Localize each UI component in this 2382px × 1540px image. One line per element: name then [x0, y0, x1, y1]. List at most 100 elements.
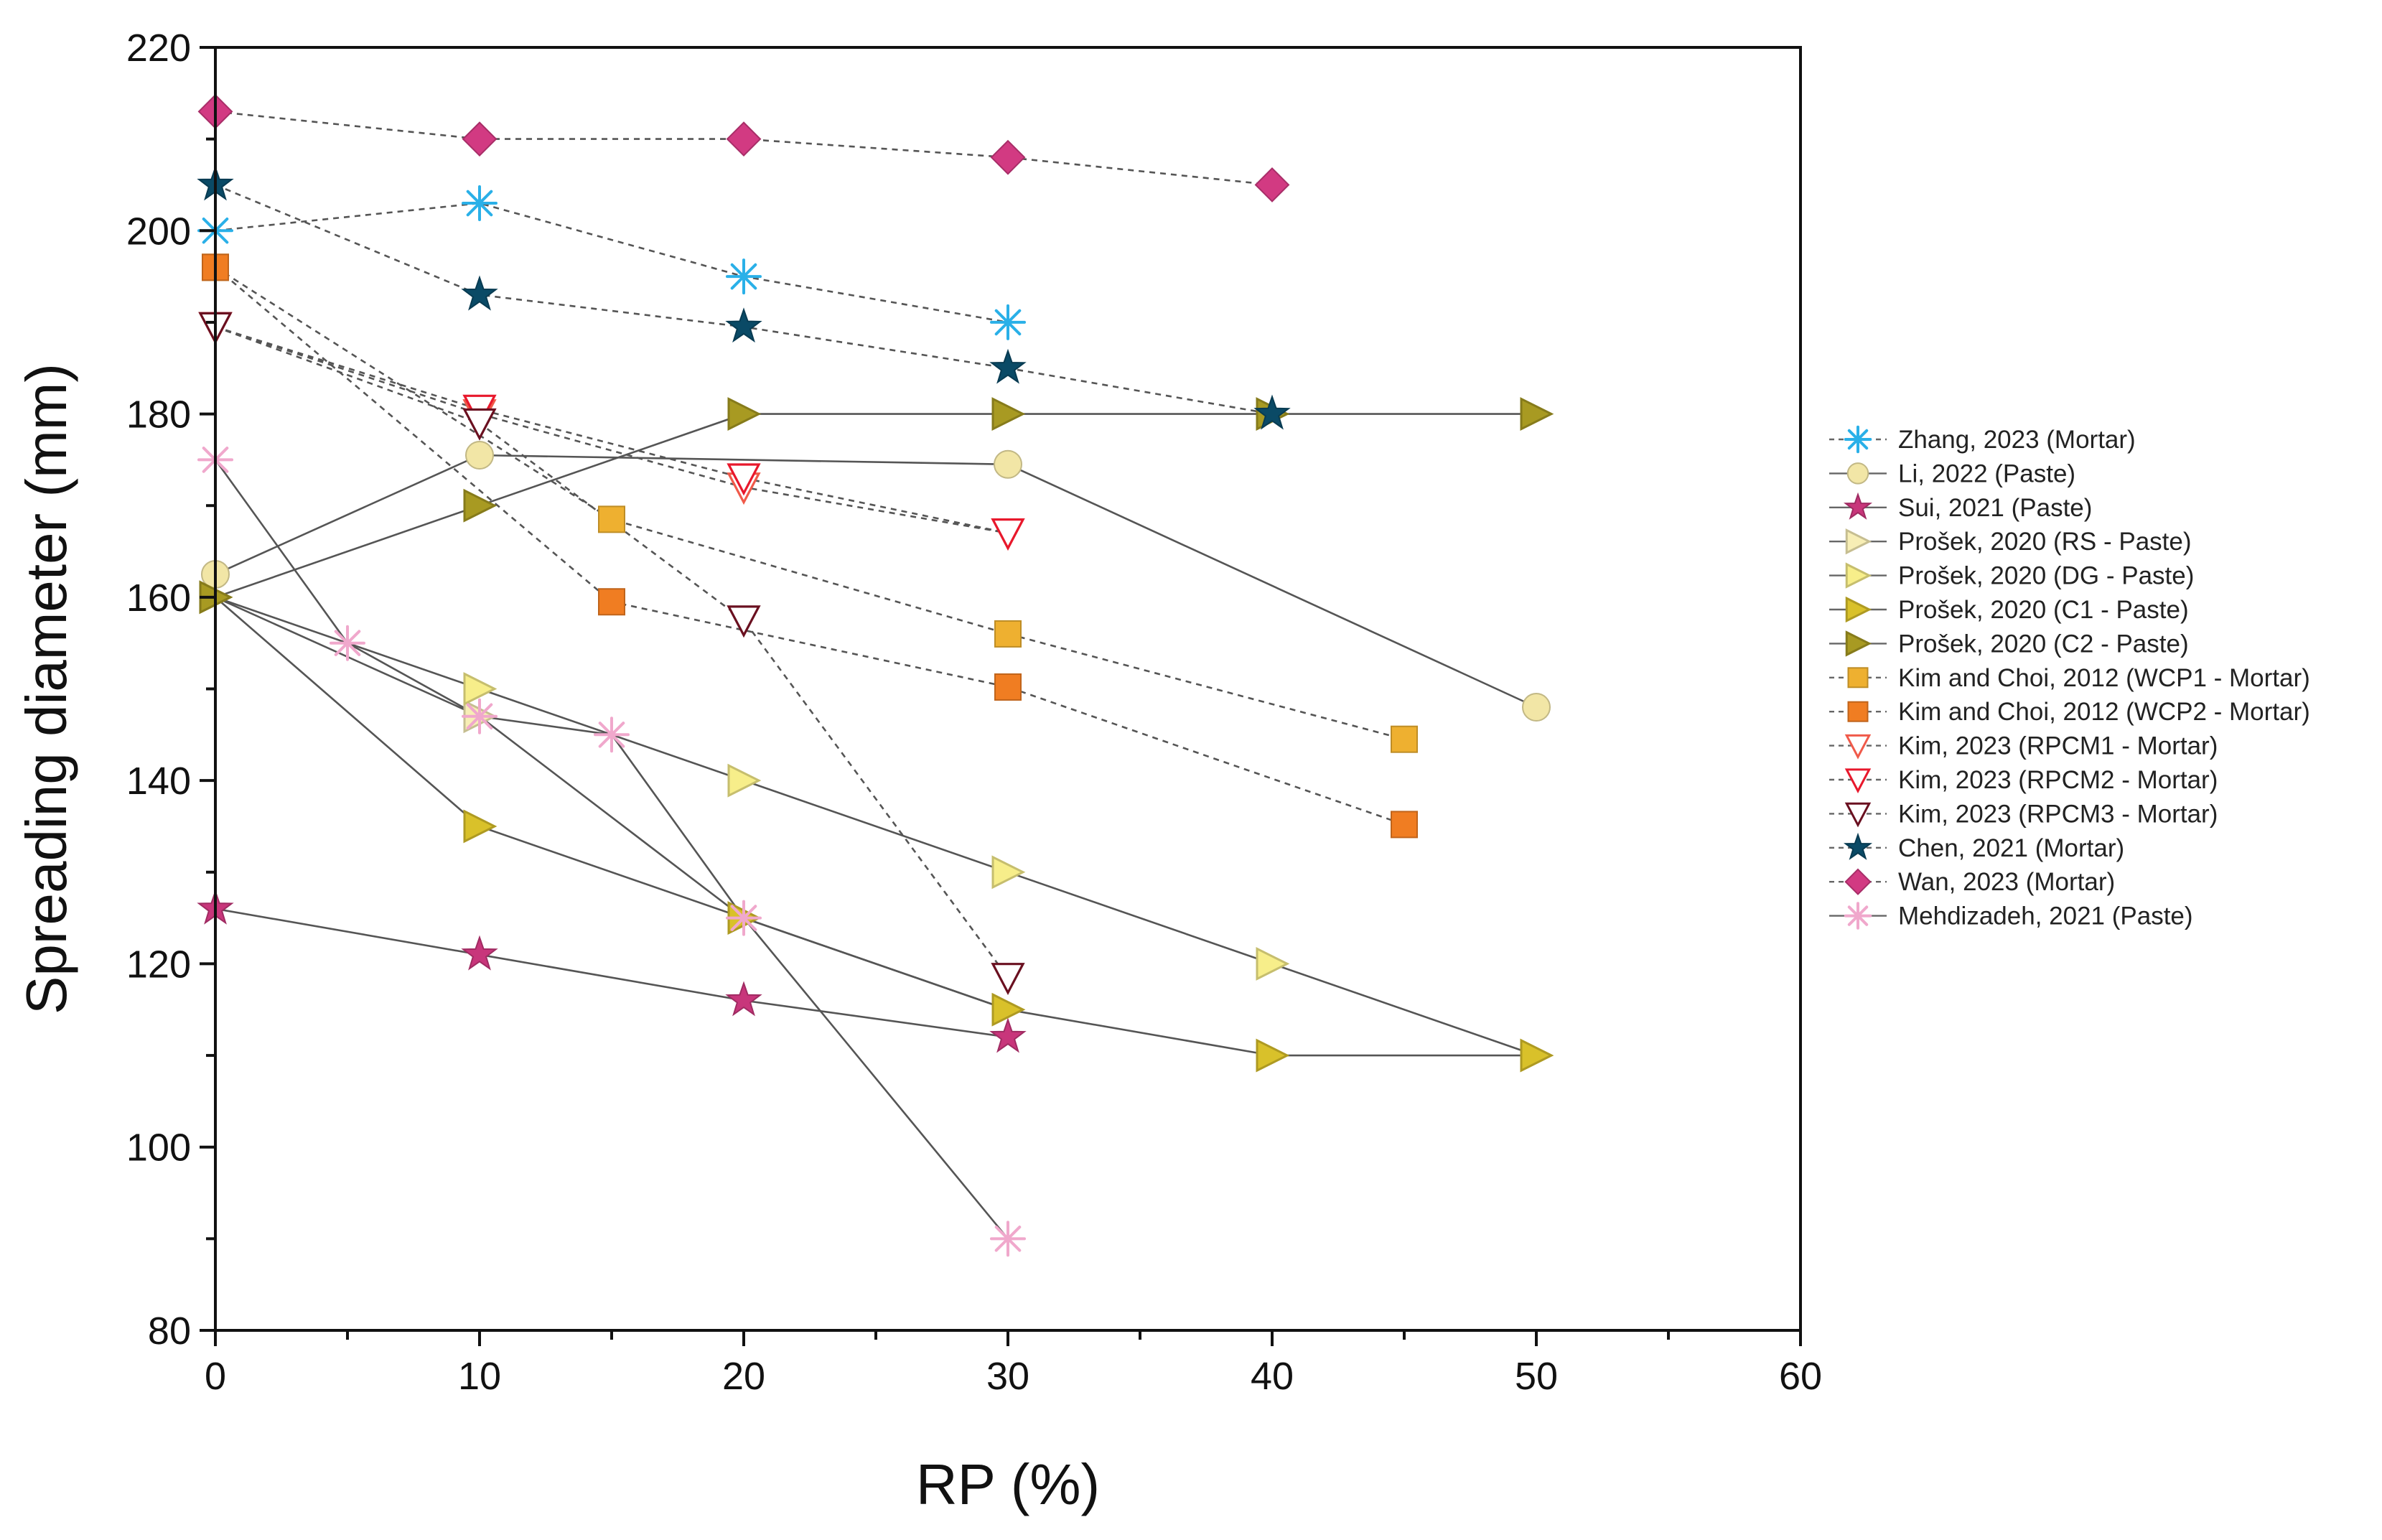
series-15-point — [594, 717, 630, 753]
legend-item: Chen, 2021 (Mortar) — [1829, 832, 2124, 862]
legend-label: Wan, 2023 (Mortar) — [1898, 868, 2115, 896]
series-7-point — [991, 397, 1026, 431]
series-6-line — [215, 596, 1536, 1057]
legend-label: Prošek, 2020 (RS - Paste) — [1898, 528, 2192, 556]
axes: 0 10 20 30 40 50 60 80 100 120 140 160 180 200 220 — [126, 27, 1822, 1398]
legend-item: Kim, 2023 (RPCM3 - Mortar) — [1829, 800, 2218, 828]
x-tick-label: 10 — [458, 1355, 501, 1398]
series-15-point — [726, 900, 762, 936]
y-tick-label: 140 — [126, 760, 191, 803]
x-tick-label: 50 — [1515, 1355, 1558, 1398]
series-7-line — [215, 413, 1536, 599]
legend-item: Prošek, 2020 (C1 - Paste) — [1829, 596, 2189, 624]
legend-label: Kim, 2023 (RPCM3 - Mortar) — [1898, 800, 2218, 828]
series-7-point — [1520, 397, 1554, 431]
series-5-point — [727, 763, 762, 798]
legend-label: Kim, 2023 (RPCM2 - Mortar) — [1898, 766, 2218, 794]
legend-item: Zhang, 2023 (Mortar) — [1829, 425, 2136, 454]
series-11-line — [215, 326, 1009, 534]
series-6-point — [463, 809, 498, 844]
legend-marker — [1845, 528, 1872, 555]
legend-label: Prošek, 2020 (DG - Paste) — [1898, 562, 2194, 590]
series-7-point — [727, 397, 762, 431]
legend-label: Mehdizadeh, 2021 (Paste) — [1898, 902, 2193, 930]
legend-item: Sui, 2021 (Paste) — [1829, 492, 2092, 522]
legend-item: Kim, 2023 (RPCM1 - Mortar) — [1829, 732, 2218, 760]
series-15-point — [330, 625, 365, 661]
series-6-point — [991, 992, 1026, 1027]
y-tick-label: 80 — [148, 1310, 191, 1353]
series-11-point — [727, 463, 761, 496]
series-13-point — [461, 275, 498, 311]
series-14-point — [462, 121, 498, 157]
legend-marker — [1845, 630, 1872, 657]
x-tick-label: 20 — [722, 1355, 765, 1398]
series-15-point — [462, 698, 498, 734]
legend-label: Kim and Choi, 2012 (WCP1 - Mortar) — [1898, 664, 2310, 692]
x-tick-label: 0 — [205, 1355, 226, 1398]
series-13-point — [989, 348, 1027, 384]
legend-item: Prošek, 2020 (C2 - Paste) — [1829, 630, 2189, 658]
series-14-point — [726, 121, 762, 157]
x-axis-title: RP (%) — [916, 1452, 1100, 1516]
legend-marker — [1844, 425, 1872, 454]
x-tick-label: 40 — [1251, 1355, 1294, 1398]
legend-label: Prošek, 2020 (C2 - Paste) — [1898, 630, 2189, 658]
series-2-point — [465, 441, 494, 470]
series-5-point — [1256, 947, 1290, 981]
legend-item: Li, 2022 (Paste) — [1829, 459, 2075, 487]
series-3-point — [725, 981, 762, 1017]
legend-label: Kim, 2023 (RPCM1 - Mortar) — [1898, 732, 2218, 760]
series-6-point — [1520, 1038, 1554, 1073]
series-15-point — [990, 1221, 1026, 1257]
legend: Zhang, 2023 (Mortar) Li, 2022 (Paste) Sui,… — [1829, 425, 2310, 930]
y-tick-label: 180 — [126, 393, 191, 437]
series-3-point — [461, 935, 498, 971]
series-2-point — [994, 449, 1022, 479]
legend-item: Mehdizadeh, 2021 (Paste) — [1829, 902, 2193, 930]
series-8-point — [1391, 725, 1418, 753]
series-13-point — [725, 307, 762, 343]
series-7-point — [463, 488, 498, 523]
series-11-point — [991, 518, 1025, 551]
legend-label: Zhang, 2023 (Mortar) — [1898, 426, 2136, 454]
series-1-line — [215, 202, 1009, 324]
y-tick-label: 100 — [126, 1126, 191, 1170]
legend-marker — [1844, 768, 1872, 793]
series-12-point — [462, 408, 497, 441]
legend-item: Prošek, 2020 (RS - Paste) — [1829, 528, 2192, 556]
series-1-point — [990, 304, 1026, 340]
y-tick-label: 200 — [126, 210, 191, 253]
series-2-line — [215, 454, 1537, 709]
legend-label: Prošek, 2020 (C1 - Paste) — [1898, 596, 2189, 624]
legend-label: Kim and Choi, 2012 (WCP2 - Mortar) — [1898, 698, 2310, 726]
series-15-line — [214, 459, 1009, 1240]
legend-item: Kim, 2023 (RPCM2 - Mortar) — [1829, 766, 2218, 794]
legend-label: Li, 2022 (Paste) — [1898, 459, 2075, 487]
legend-marker — [1843, 492, 1873, 520]
series-5-point — [991, 855, 1026, 890]
y-tick-label: 220 — [126, 27, 191, 70]
series-2-points — [201, 441, 1551, 722]
series-9-line — [215, 266, 1405, 826]
legend-marker — [1847, 701, 1869, 722]
series-3-point — [989, 1017, 1027, 1053]
series-14-point — [990, 139, 1026, 175]
legend-marker — [1844, 868, 1872, 895]
legend-marker — [1846, 462, 1869, 485]
legend-item: Wan, 2023 (Mortar) — [1829, 868, 2115, 896]
series-9-points — [202, 253, 1418, 839]
legend-item: Kim and Choi, 2012 (WCP1 - Mortar) — [1829, 664, 2310, 692]
legend-label: Chen, 2021 (Mortar) — [1898, 834, 2124, 862]
legend-label: Sui, 2021 (Paste) — [1898, 494, 2092, 522]
series-8-point — [994, 620, 1022, 648]
legend-marker — [1845, 562, 1872, 589]
legend-item: Prošek, 2020 (DG - Paste) — [1829, 562, 2194, 590]
series-9-point — [994, 673, 1022, 701]
plot-area — [197, 93, 1554, 1257]
series-5-point — [463, 672, 498, 706]
legend-item: Kim and Choi, 2012 (WCP2 - Mortar) — [1829, 698, 2310, 726]
legend-marker — [1844, 802, 1872, 828]
